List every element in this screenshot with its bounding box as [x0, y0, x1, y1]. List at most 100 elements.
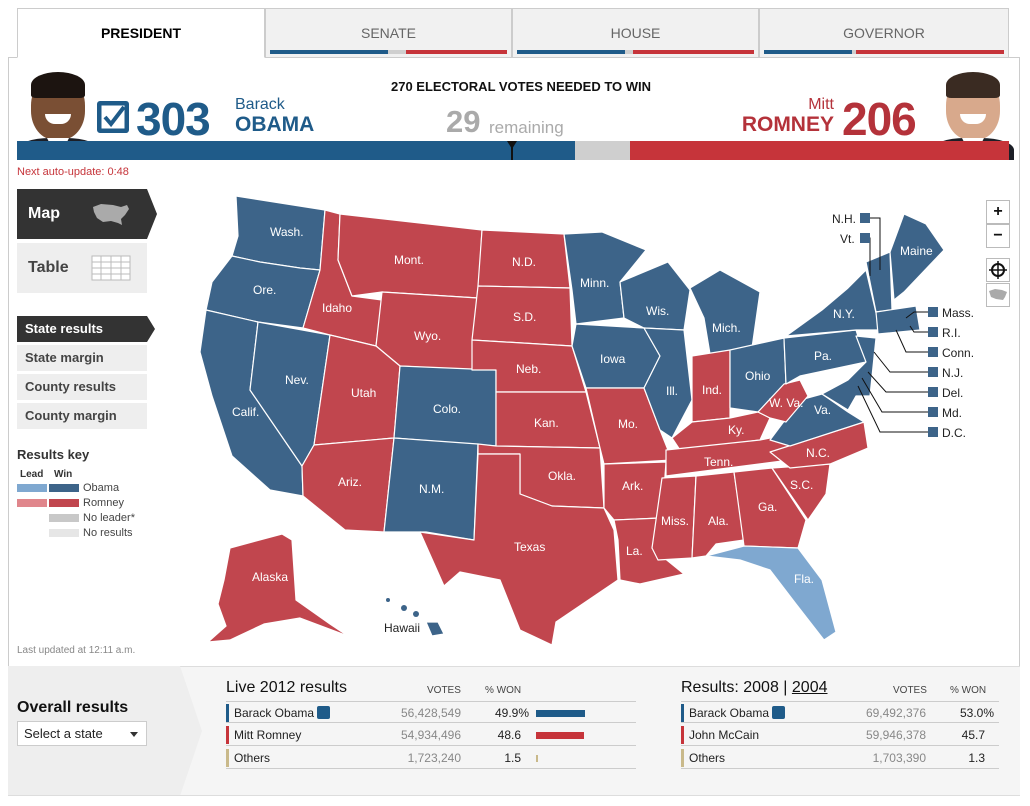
box-nh[interactable]: [860, 213, 870, 223]
past-results-2004-link[interactable]: 2004: [791, 679, 828, 696]
label-wa: Wash.: [270, 225, 304, 239]
state-select-text: Select a state: [24, 726, 103, 741]
past-votes-header: VOTES: [893, 685, 927, 696]
locate-crosshair-icon[interactable]: [986, 258, 1010, 282]
live-others-bar: [536, 755, 538, 762]
label-ok: Okla.: [548, 469, 576, 483]
label-ar: Ark.: [622, 479, 643, 493]
key-romney-lead-swatch: [17, 499, 47, 507]
label-ne: Neb.: [516, 362, 541, 376]
label-id: Idaho: [322, 301, 352, 315]
label-mt: Mont.: [394, 253, 424, 267]
obama-electoral-votes: 303: [136, 93, 211, 145]
state-results-button[interactable]: State results: [17, 316, 155, 342]
past-others-pct: 1.3: [968, 751, 985, 765]
key-no-results-swatch: [49, 529, 79, 537]
romney-electoral-votes: 206: [842, 93, 917, 145]
label-wi: Wis.: [646, 304, 669, 318]
overall-results-title: Overall results: [17, 699, 129, 716]
box-ma[interactable]: [928, 307, 938, 317]
us-electoral-map: Wash. Ore. Calif. Nev. Idaho Mont. Wyo. …: [198, 188, 998, 658]
table-view-label: Table: [28, 259, 69, 276]
tab-governor[interactable]: GOVERNOR: [759, 8, 1009, 58]
state-hi[interactable]: [425, 621, 445, 637]
panel-top-border: [8, 57, 1020, 58]
label-vt: Vt.: [840, 232, 855, 246]
past-obama-name: Barack Obama: [689, 706, 770, 720]
past-results-separator: |: [783, 679, 788, 696]
label-mo: Mo.: [618, 417, 638, 431]
zoom-out-button[interactable]: −: [986, 224, 1010, 248]
label-pa: Pa.: [814, 349, 832, 363]
label-oh: Ohio: [745, 369, 771, 383]
past-row-mccain: John McCain 59,946,378 45.7: [681, 724, 999, 746]
state-fl[interactable]: [705, 545, 837, 641]
key-lead-header: Lead: [20, 469, 44, 480]
past-others-votes: 1,703,390: [872, 751, 926, 765]
state-mi[interactable]: [689, 269, 761, 355]
table-view-button[interactable]: Table: [17, 243, 147, 293]
romney-first-name: Mitt: [808, 96, 834, 113]
box-dc[interactable]: [928, 427, 938, 437]
governor-balance-bar: [764, 50, 1004, 54]
state-ga[interactable]: [733, 467, 807, 549]
state-me[interactable]: [889, 213, 945, 301]
tab-house-label: HOUSE: [610, 25, 661, 41]
label-tx: Texas: [514, 540, 545, 554]
270-marker-line: [511, 141, 513, 160]
panel-left-border: [8, 57, 9, 667]
label-ny: N.Y.: [833, 307, 855, 321]
romney-last-name: ROMNEY: [741, 113, 834, 136]
state-il[interactable]: [643, 327, 693, 439]
state-wv[interactable]: [757, 379, 809, 423]
auto-update-countdown: Next auto-update: 0:48: [17, 166, 129, 178]
state-ma-ct-ri[interactable]: [875, 305, 921, 335]
state-ak[interactable]: [207, 533, 349, 643]
label-de: Del.: [942, 386, 963, 400]
county-results-button[interactable]: County results: [17, 374, 147, 400]
state-wi[interactable]: [619, 261, 691, 331]
state-ny[interactable]: [785, 269, 881, 337]
tab-senate[interactable]: SENATE: [265, 8, 512, 58]
state-tx[interactable]: [419, 453, 619, 646]
key-romney-win-swatch: [49, 499, 79, 507]
label-la: La.: [626, 544, 643, 558]
box-ct[interactable]: [928, 347, 938, 357]
label-ma: Mass.: [942, 306, 974, 320]
label-ca: Calif.: [232, 405, 259, 419]
label-ct: Conn.: [942, 346, 974, 360]
senate-balance-bar: [270, 50, 507, 54]
past-results-prefix: Results: 2008: [681, 679, 779, 696]
box-vt[interactable]: [860, 233, 870, 243]
votes-needed-label: 270 ELECTORAL VOTES NEEDED TO WIN: [391, 79, 652, 94]
state-nj-de-md[interactable]: [821, 335, 877, 411]
box-de[interactable]: [928, 387, 938, 397]
past-results-title: Results: 2008 | 2004: [681, 679, 828, 697]
label-hi: Hawaii: [384, 621, 420, 635]
tab-president[interactable]: PRESIDENT: [17, 8, 265, 58]
panel-right-border: [1019, 57, 1020, 667]
label-co: Colo.: [433, 402, 461, 416]
county-margin-button[interactable]: County margin: [17, 403, 147, 429]
box-md[interactable]: [928, 407, 938, 417]
state-margin-button[interactable]: State margin: [17, 345, 147, 371]
tab-house[interactable]: HOUSE: [512, 8, 759, 58]
footer-bottom-border: [8, 795, 1020, 796]
zoom-in-button[interactable]: +: [986, 200, 1010, 224]
past-mccain-name: John McCain: [689, 728, 760, 742]
state-select-dropdown[interactable]: Select a state: [17, 721, 147, 746]
state-ms[interactable]: [651, 475, 697, 561]
reset-map-icon[interactable]: [986, 283, 1010, 307]
label-nd: N.D.: [512, 255, 536, 269]
map-view-button[interactable]: Map: [17, 189, 157, 239]
past-mccain-pct: 45.7: [961, 728, 985, 742]
box-nj[interactable]: [928, 367, 938, 377]
live-romney-votes: 54,934,496: [400, 728, 461, 742]
electoral-vote-bar: [17, 141, 1009, 160]
label-fl: Fla.: [794, 572, 814, 586]
label-ak: Alaska: [252, 570, 288, 584]
label-ga: Ga.: [758, 500, 777, 514]
box-ri[interactable]: [928, 327, 938, 337]
label-ri: R.I.: [942, 326, 961, 340]
label-md: Md.: [942, 406, 962, 420]
